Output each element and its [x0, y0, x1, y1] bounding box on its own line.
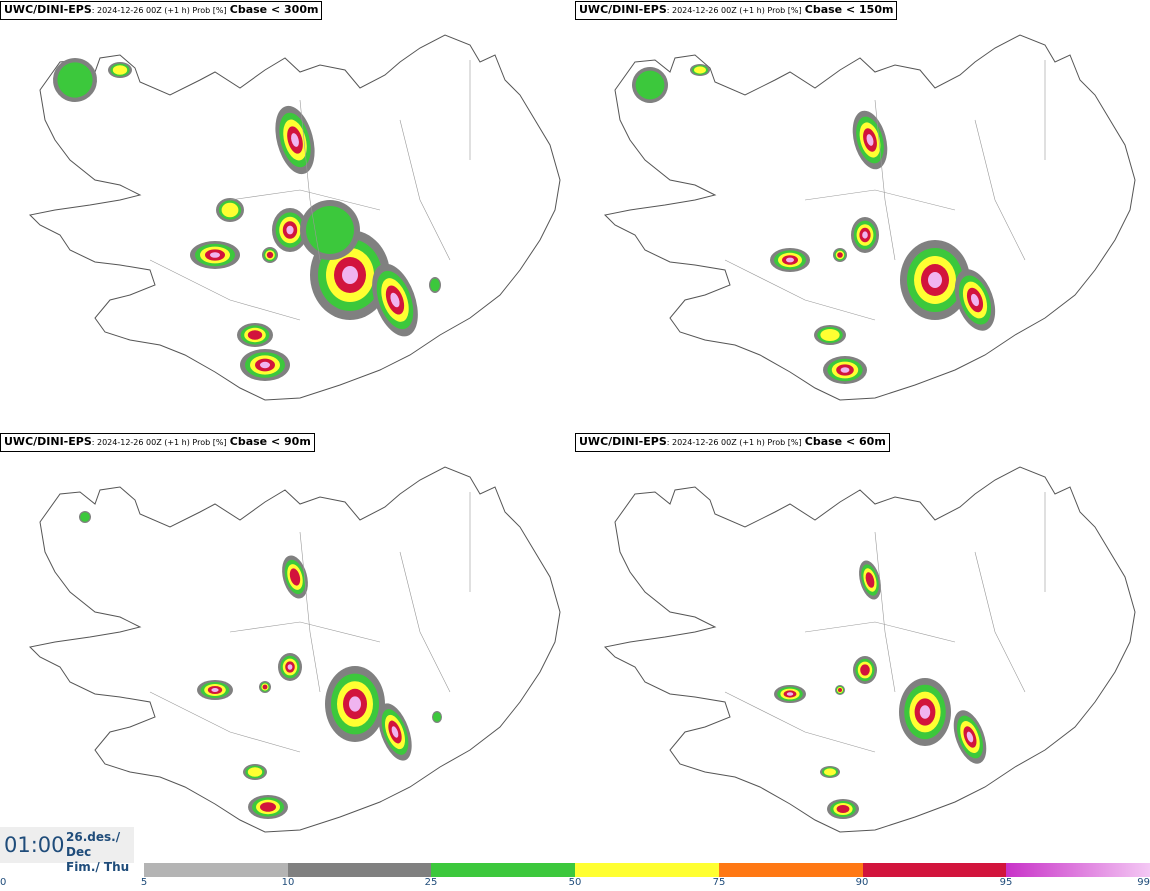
probability-contour: [786, 257, 794, 263]
colorbar-tick: 99: [1137, 877, 1150, 888]
map-panel-90m: UWC/DINI-EPS: 2024-12-26 00Z (+1 h) Prob…: [0, 432, 575, 862]
probability-contour: [865, 572, 875, 588]
valid-time-box: 01:00 26.des./ Dec Fim./ Thu: [0, 827, 134, 874]
probability-contour: [112, 65, 128, 75]
probability-contour: [862, 231, 868, 239]
probability-contour: [837, 252, 843, 258]
probability-contour: [866, 134, 874, 146]
region-boundary: [399, 119, 451, 261]
probability-contour: [247, 767, 263, 777]
region-boundary: [724, 691, 876, 753]
probability-contour: [291, 133, 299, 147]
valid-date: 26.des./ Dec Fim./ Thu: [66, 830, 130, 874]
colorbar-segment: [862, 863, 1007, 877]
probability-contour: [262, 684, 268, 690]
probability-contour: [306, 206, 354, 254]
panel-title: UWC/DINI-EPS: 2024-12-26 00Z (+1 h) Prob…: [575, 1, 898, 20]
iceland-map: [603, 466, 1136, 833]
probability-contour: [286, 225, 294, 235]
region-boundary: [724, 259, 876, 321]
colorbar-segment: [431, 863, 576, 877]
colorbar-tick: 75: [712, 877, 726, 888]
map-panel-60m: UWC/DINI-EPS: 2024-12-26 00Z (+1 h) Prob…: [575, 432, 1150, 862]
probability-contour: [820, 329, 840, 341]
region-boundary: [804, 621, 956, 643]
probability-contour: [970, 293, 980, 307]
probability-contour: [342, 266, 358, 284]
probability-contour: [221, 202, 239, 218]
colorbar-tick: 5: [140, 877, 148, 888]
region-boundary: [299, 99, 321, 261]
iceland-outline-icon: [28, 466, 561, 833]
probability-contour: [860, 664, 870, 676]
region-boundary: [804, 189, 956, 211]
region-boundary: [229, 189, 381, 211]
probability-contour: [694, 66, 706, 74]
panel-title: UWC/DINI-EPS: 2024-12-26 00Z (+1 h) Prob…: [0, 1, 323, 20]
probability-contour: [430, 278, 440, 292]
probability-contour: [260, 802, 276, 812]
panel-title: UWC/DINI-EPS: 2024-12-26 00Z (+1 h) Prob…: [0, 433, 315, 452]
iceland-map: [28, 466, 561, 833]
region-boundary: [974, 551, 1026, 693]
region-boundary: [399, 551, 451, 693]
colorbar-segment: [1006, 863, 1150, 877]
probability-contour: [391, 726, 399, 738]
region-boundary: [229, 621, 381, 643]
probability-contour: [247, 330, 263, 340]
colorbar-tick: 50: [568, 877, 582, 888]
probability-contour: [786, 692, 794, 696]
valid-time: 01:00: [4, 833, 65, 857]
probability-contour: [840, 367, 850, 373]
region-boundary: [149, 259, 301, 321]
colorbar-segment: [287, 863, 432, 877]
probability-contour: [57, 62, 93, 98]
probability-contour: [824, 768, 836, 776]
colorbar-tick: 25: [424, 877, 438, 888]
probability-contour: [433, 712, 441, 722]
probability-contour: [289, 568, 301, 586]
map-panel-150m: UWC/DINI-EPS: 2024-12-26 00Z (+1 h) Prob…: [575, 0, 1150, 430]
probability-colorbar: [144, 863, 1150, 877]
probability-contour: [966, 731, 974, 743]
probability-contour: [390, 292, 400, 308]
region-boundary: [299, 531, 321, 693]
iceland-outline-icon: [603, 34, 1136, 401]
probability-contour: [928, 272, 942, 288]
iceland-map: [603, 34, 1136, 401]
colorbar-segment: [575, 863, 719, 877]
colorbar-segment: [144, 863, 288, 877]
panel-title: UWC/DINI-EPS: 2024-12-26 00Z (+1 h) Prob…: [575, 433, 890, 452]
probability-contour: [635, 70, 665, 100]
probability-contour: [836, 805, 850, 813]
colorbar-segment: [718, 863, 863, 877]
probability-contour: [266, 251, 274, 259]
region-boundary: [874, 531, 896, 693]
region-boundary: [874, 99, 896, 261]
probability-contour: [349, 696, 361, 712]
region-boundary: [974, 119, 1026, 261]
probability-contour: [211, 688, 219, 692]
probability-contour: [838, 688, 842, 692]
probability-contour: [919, 705, 931, 719]
colorbar-tick: 10: [281, 877, 295, 888]
iceland-outline-icon: [603, 466, 1136, 833]
colorbar-tick: 95: [999, 877, 1013, 888]
iceland-map: [28, 34, 561, 401]
colorbar-tick: 90: [855, 877, 869, 888]
colorbar-tick: 0: [0, 877, 7, 888]
map-panel-300m: UWC/DINI-EPS: 2024-12-26 00Z (+1 h) Prob…: [0, 0, 575, 430]
probability-contour: [287, 664, 293, 670]
probability-contour: [260, 361, 270, 369]
probability-contour: [210, 252, 220, 258]
region-boundary: [149, 691, 301, 753]
probability-contour: [80, 512, 90, 522]
